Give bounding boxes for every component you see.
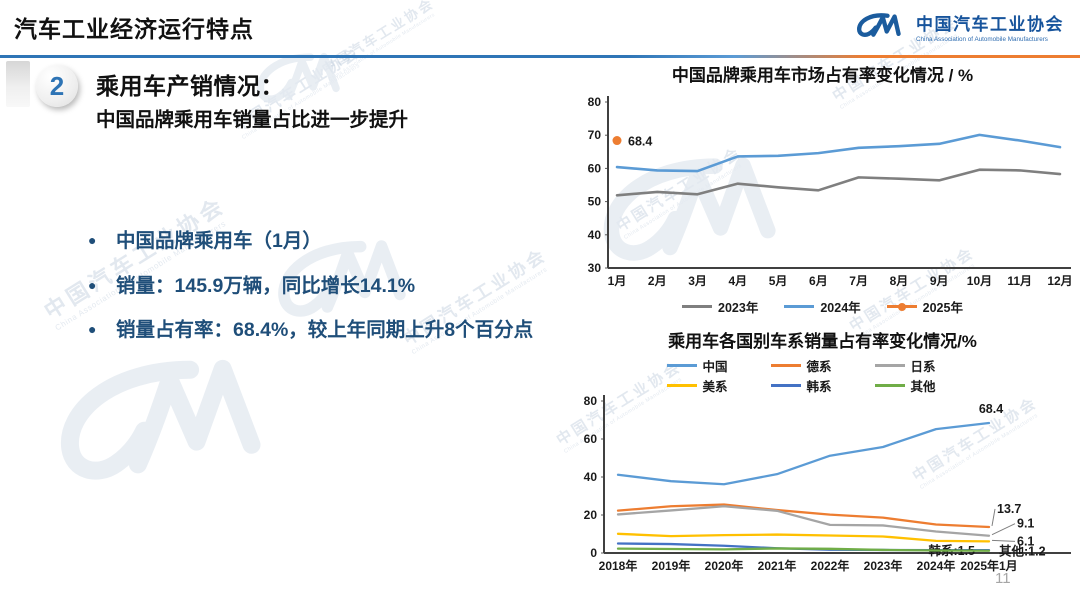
header-divider	[0, 55, 1080, 58]
chart-canvas: 0 20 40 60 80 2018年 2019年 2020年 2021年 2022年 2023年 2…	[584, 394, 1071, 573]
legend-label: 日系	[910, 360, 936, 374]
section-number: 2	[49, 70, 65, 101]
legend-label: 中国	[702, 360, 728, 374]
svg-text:12月: 12月	[1047, 274, 1072, 288]
section-number-badge: 2	[36, 65, 78, 107]
legend-swatch-icon	[666, 364, 697, 367]
svg-text:5月: 5月	[769, 274, 788, 288]
bullet-item: 中国品牌乘用车（1月）	[88, 226, 543, 258]
bullet-item: 销量占有率：68.4%，较上年同期上升8个百分点	[88, 315, 543, 347]
legend-item: 其他	[874, 376, 979, 395]
svg-text:2019年: 2019年	[652, 558, 691, 573]
logo-org-name-en: China Association of Automobile Manufact…	[916, 35, 1048, 43]
section-subheading: 中国品牌乘用车销量占比进一步提升	[96, 109, 409, 131]
bullet-item: 销量：145.9万辆，同比增长14.1%	[88, 271, 543, 303]
svg-text:70: 70	[588, 128, 602, 142]
svg-text:6月: 6月	[809, 274, 828, 288]
svg-text:80: 80	[584, 395, 598, 408]
legend-item: 美系	[666, 376, 771, 395]
legend-item: 2025年	[886, 297, 963, 316]
section-heading: 乘用车产销情况：	[96, 73, 284, 99]
svg-text:0: 0	[590, 546, 597, 560]
legend-swatch-icon	[770, 384, 801, 387]
svg-text:68.4: 68.4	[979, 402, 1003, 416]
chart-legend: 2023年 2024年 2025年	[570, 297, 1075, 316]
svg-text:30: 30	[588, 261, 602, 275]
svg-text:80: 80	[588, 95, 602, 109]
chart-title: 乘用车各国别车系销量占有率变化情况/%	[668, 332, 977, 351]
legend-label: 2023年	[718, 301, 759, 315]
legend-swatch-icon	[682, 305, 713, 308]
legend-label: 美系	[702, 380, 728, 394]
legend-label: 2025年	[922, 301, 963, 315]
svg-text:2023年: 2023年	[864, 558, 903, 573]
svg-text:2018年: 2018年	[599, 558, 638, 573]
svg-text:2021年: 2021年	[758, 558, 797, 573]
legend-item: 2023年	[682, 297, 758, 316]
legend-swatch-icon	[886, 302, 917, 311]
svg-text:3月: 3月	[688, 274, 707, 288]
chart-title: 中国品牌乘用车市场占有率变化情况 / %	[671, 66, 974, 85]
legend-item: 日系	[874, 356, 979, 375]
svg-text:2025年1月: 2025年1月	[960, 558, 1017, 573]
legend-swatch-icon	[770, 364, 801, 367]
page-title: 汽车工业经济运行特点	[14, 16, 254, 42]
legend-swatch-icon	[784, 305, 815, 308]
legend-label: 韩系	[806, 380, 832, 394]
watermark-cm-icon	[45, 339, 301, 518]
svg-text:6.1: 6.1	[1017, 534, 1034, 548]
svg-text:40: 40	[584, 470, 598, 484]
legend-item: 德系	[770, 356, 875, 375]
svg-text:50: 50	[588, 195, 602, 209]
caam-logo: 中国汽车工业协会 China Association of Automobile…	[856, 9, 1064, 43]
legend-swatch-icon	[874, 364, 905, 367]
svg-text:9.1: 9.1	[1017, 517, 1034, 531]
chart-legend: 中国 德系 日系美系 韩系 其他	[658, 356, 988, 395]
svg-text:13.7: 13.7	[997, 502, 1021, 516]
legend-label: 2024年	[820, 301, 861, 315]
svg-text:1月: 1月	[608, 274, 627, 288]
header: 汽车工业经济运行特点 中国汽车工业协会 China Association of…	[0, 0, 1080, 58]
legend-swatch-icon	[874, 384, 905, 387]
logo-org-name: 中国汽车工业协会	[916, 14, 1064, 34]
svg-text:2024年: 2024年	[917, 558, 956, 573]
chart-canvas: 30 40 50 60 70 80 1月 2月 3月 4月 5月 6月 7月 8月 9月 10月 11月 12月 6…	[588, 95, 1073, 288]
legend-item: 韩系	[770, 376, 875, 395]
cm-logo-icon	[856, 9, 908, 43]
chart-country-series-share: 乘用车各国别车系销量占有率变化情况/% 中国 德系 日系美系 韩系 其他 0 20 40 60…	[570, 330, 1075, 588]
svg-text:2月: 2月	[648, 274, 667, 288]
svg-text:9月: 9月	[930, 274, 949, 288]
legend-label: 其他	[910, 380, 936, 394]
svg-text:60: 60	[588, 161, 602, 175]
svg-text:其他:1.2: 其他:1.2	[999, 544, 1046, 559]
svg-text:60: 60	[584, 432, 598, 446]
svg-text:4月: 4月	[728, 274, 747, 288]
svg-text:10月: 10月	[967, 274, 992, 288]
page-number: 11	[995, 570, 1011, 587]
svg-text:11月: 11月	[1007, 274, 1032, 288]
svg-text:68.4: 68.4	[628, 135, 652, 149]
svg-text:2022年: 2022年	[811, 558, 850, 573]
legend-swatch-icon	[666, 384, 697, 387]
svg-text:40: 40	[588, 228, 602, 242]
legend-item: 2024年	[784, 297, 861, 316]
svg-text:8月: 8月	[890, 274, 909, 288]
chart-brand-market-share: 中国品牌乘用车市场占有率变化情况 / % 30 40 50 60 70 80 1月 2月 3月 4…	[570, 64, 1075, 316]
legend-item: 中国	[666, 356, 771, 375]
bullet-list: 中国品牌乘用车（1月） 销量：145.9万辆，同比增长14.1% 销量占有率：6…	[88, 226, 543, 360]
legend-label: 德系	[806, 360, 832, 374]
side-tab-decoration	[6, 61, 30, 107]
svg-text:7月: 7月	[849, 274, 868, 288]
svg-text:2020年: 2020年	[705, 558, 744, 573]
svg-text:20: 20	[584, 508, 598, 522]
